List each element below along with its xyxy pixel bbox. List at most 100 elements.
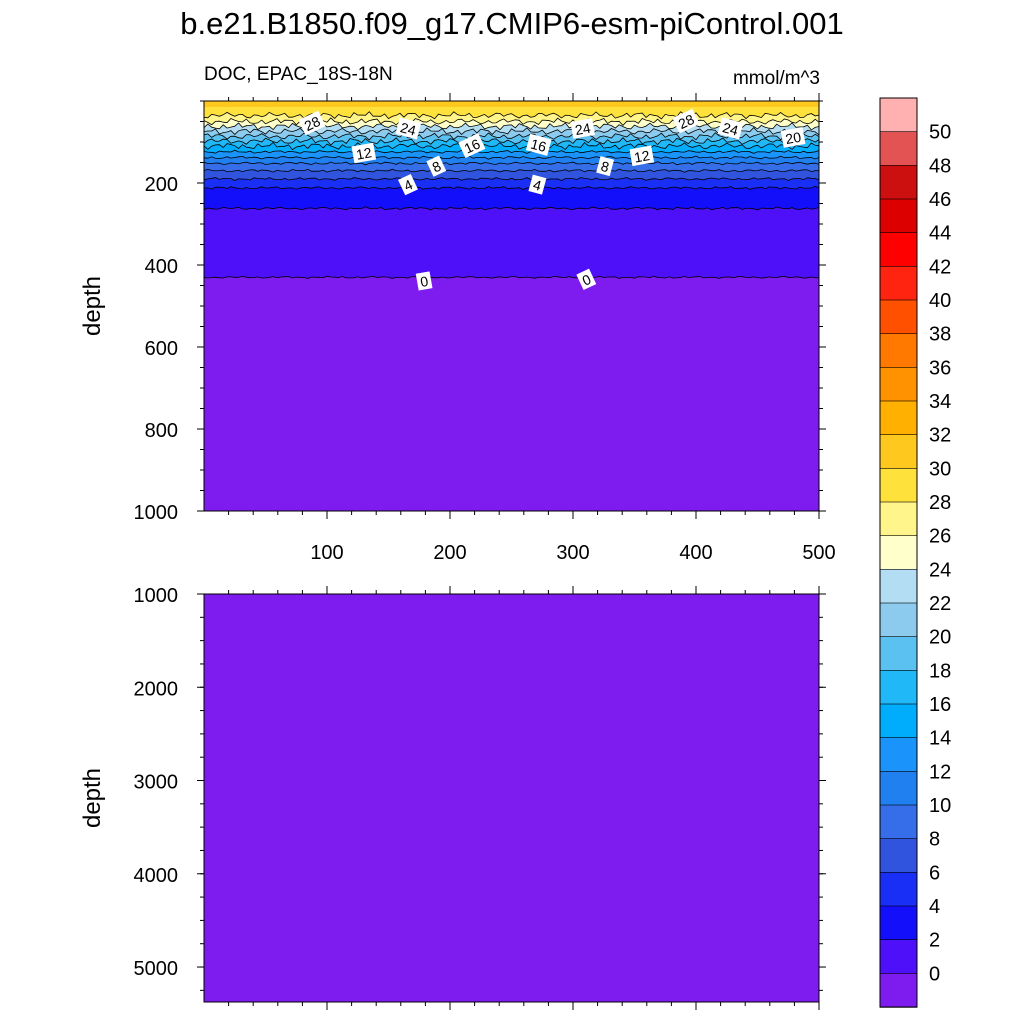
variable-region-label: DOC, EPAC_18S-18N xyxy=(204,64,393,85)
contour-line-14 xyxy=(204,149,819,154)
colorbar-swatch xyxy=(879,232,918,268)
colorbar-label: 30 xyxy=(929,458,951,480)
colorbar-swatch xyxy=(879,198,918,234)
contour-label: 28 xyxy=(302,113,323,134)
contour-line-16 xyxy=(204,141,819,151)
lower-contour-fill xyxy=(204,594,819,1002)
contour-line-6 xyxy=(204,177,819,181)
y-tick-label: 200 xyxy=(145,174,178,196)
contour-line-0 xyxy=(204,275,819,279)
colorbar-label: 42 xyxy=(929,256,951,278)
contour-label-group: 12 xyxy=(351,142,377,164)
contour-label-box xyxy=(629,145,655,167)
colorbar-label: 22 xyxy=(929,593,951,615)
colorbar-swatch xyxy=(879,535,918,571)
contour-label-group: 24 xyxy=(717,117,744,140)
upper-y-axis-label: depth xyxy=(79,276,106,336)
upper-contour-labels: 28 24 12 16 16 24 28 24 20 8 8 12 4 4 0 0 xyxy=(298,108,806,291)
colorbar-label: 0 xyxy=(929,963,940,985)
contour-label-box xyxy=(528,174,547,195)
contour-label-group: 8 xyxy=(426,155,447,177)
lower-y-axis-label: depth xyxy=(79,768,106,828)
colorbar-swatch xyxy=(879,367,918,402)
contour-label-box xyxy=(298,110,326,136)
contour-label: 24 xyxy=(574,120,592,138)
colorbar-swatch xyxy=(879,602,918,638)
colorbar-label: 4 xyxy=(929,896,940,918)
y-tick-label: 2000 xyxy=(134,678,179,700)
colorbar-swatch xyxy=(879,468,918,503)
y-tick-label: 600 xyxy=(145,338,178,360)
colorbar-label: 44 xyxy=(929,223,951,245)
contour-label-box xyxy=(351,142,377,164)
contour-line-18 xyxy=(204,137,819,146)
contour-label-box xyxy=(458,133,486,158)
colorbar-swatch xyxy=(879,501,918,537)
contour-label: 8 xyxy=(599,158,611,176)
contour-label: 0 xyxy=(419,273,430,290)
contour-line-4 xyxy=(204,185,819,190)
contour-label-box xyxy=(576,268,597,291)
contour-line-8 xyxy=(204,168,819,173)
figure-title: b.e21.B1850.f09_g17.CMIP6-esm-piControl.… xyxy=(180,6,844,41)
contour-label-group: 20 xyxy=(780,127,806,148)
colorbar-swatch xyxy=(879,670,918,705)
x-tick-label: 200 xyxy=(433,542,466,564)
colorbar-label: 14 xyxy=(929,728,951,750)
contour-label-group: 28 xyxy=(672,108,700,134)
y-tick-label: 4000 xyxy=(134,865,179,887)
colorbar-label: 16 xyxy=(929,694,951,716)
colorbar-swatch xyxy=(879,97,918,133)
x-tick-label: 400 xyxy=(679,542,712,564)
contour-label: 16 xyxy=(462,135,483,156)
y-tick-label: 800 xyxy=(145,420,178,442)
colorbar-label: 46 xyxy=(929,189,951,211)
colorbar-label: 48 xyxy=(929,155,951,177)
contour-label-group: 28 xyxy=(298,110,326,136)
colorbar-label: 32 xyxy=(929,425,951,447)
contour-label-group: 0 xyxy=(415,271,433,291)
contour-label-box xyxy=(525,133,552,156)
colorbar-swatch xyxy=(879,771,918,806)
contour-label-box xyxy=(398,173,418,196)
colorbar-label: 28 xyxy=(929,492,951,514)
colorbar-swatch xyxy=(879,872,918,907)
contour-label: 4 xyxy=(531,176,543,194)
colorbar-frame xyxy=(879,97,918,1008)
colorbar-swatch xyxy=(879,569,918,604)
colorbar-label: 36 xyxy=(929,357,951,379)
contour-label: 12 xyxy=(633,147,651,165)
colorbar-swatch xyxy=(879,703,918,739)
contour-label-box xyxy=(415,271,433,291)
colorbar-label: 40 xyxy=(929,290,951,312)
contour-label-group: 16 xyxy=(458,133,486,158)
contour-line-12 xyxy=(204,155,819,160)
surface-band xyxy=(204,101,819,107)
colorbar-swatch xyxy=(879,973,918,1008)
colorbar-label: 24 xyxy=(929,559,951,581)
units-label: mmol/m^3 xyxy=(732,68,820,89)
y-tick-label: 1000 xyxy=(134,585,179,607)
contour-label-group: 24 xyxy=(570,118,596,139)
colorbar-swatch xyxy=(879,333,918,369)
colorbar-swatch xyxy=(879,266,918,301)
colorbar-label: 20 xyxy=(929,627,951,649)
contour-label-box xyxy=(780,127,806,148)
colorbar-swatch xyxy=(879,838,918,874)
colorbar-label: 8 xyxy=(929,829,940,851)
colorbar-label: 12 xyxy=(929,761,951,783)
colorbar-swatch xyxy=(879,939,918,975)
contour-label: 20 xyxy=(784,129,802,147)
contour-label-group: 24 xyxy=(395,117,422,140)
colorbar-swatch xyxy=(879,400,918,436)
colorbar-label: 50 xyxy=(929,122,951,144)
colorbar-swatch xyxy=(879,131,918,167)
colorbar-swatch xyxy=(879,804,918,840)
colorbar-swatch xyxy=(879,299,918,335)
contour-label: 16 xyxy=(529,136,548,156)
y-tick-label: 400 xyxy=(145,256,178,278)
contour-label-box xyxy=(596,156,615,177)
contour-label: 12 xyxy=(355,144,373,162)
contour-label: 24 xyxy=(399,119,418,139)
